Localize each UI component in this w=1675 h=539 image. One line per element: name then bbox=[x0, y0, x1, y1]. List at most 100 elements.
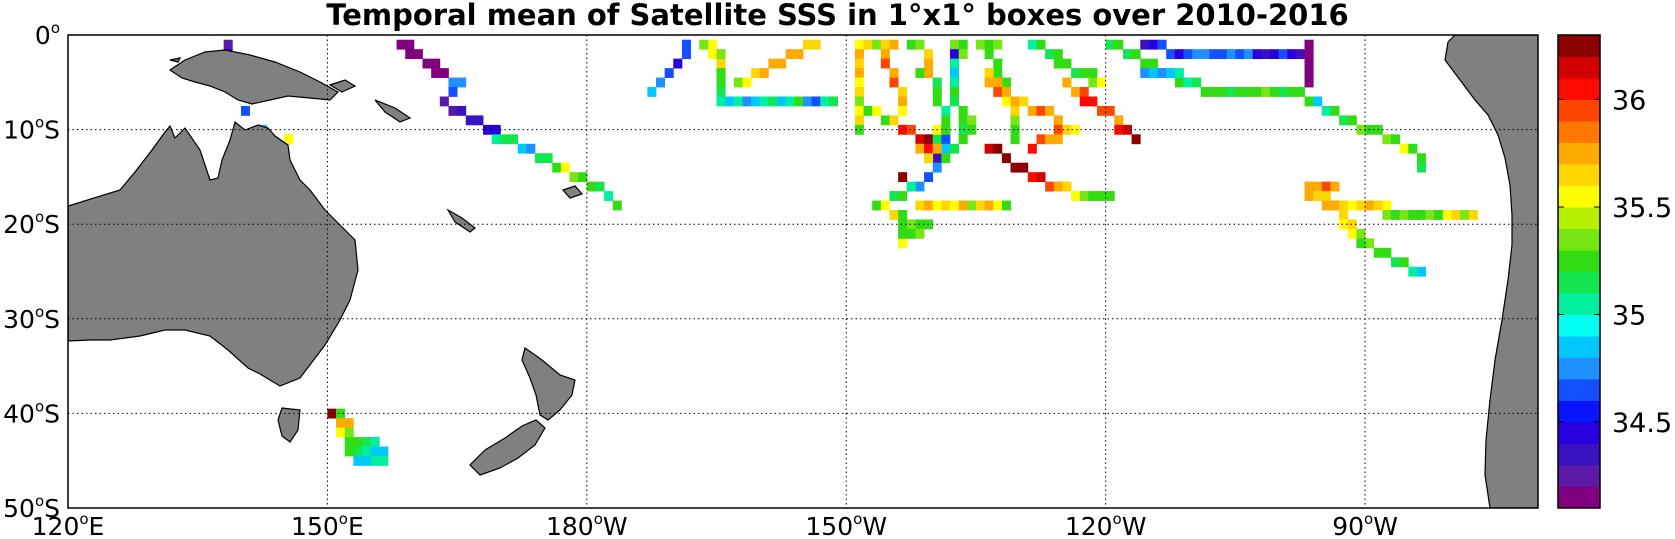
salinity-cell bbox=[950, 58, 960, 69]
salinity-cell bbox=[1313, 96, 1323, 107]
salinity-cell bbox=[1019, 96, 1029, 107]
colorbar-swatch bbox=[1558, 228, 1600, 251]
salinity-cell bbox=[733, 96, 743, 107]
salinity-cell bbox=[854, 58, 864, 69]
salinity-cell bbox=[924, 200, 934, 211]
tasmania-landmass bbox=[277, 407, 301, 443]
salinity-cell bbox=[898, 105, 908, 116]
x-tick-label: 180oW bbox=[546, 510, 628, 539]
salinity-cell bbox=[327, 408, 337, 419]
salinity-cell bbox=[1278, 87, 1288, 97]
salinity-cell bbox=[1166, 68, 1176, 78]
salinity-cell bbox=[1269, 87, 1279, 97]
salinity-cell bbox=[863, 39, 873, 50]
salinity-cell bbox=[1183, 77, 1193, 88]
salinity-cell bbox=[1442, 210, 1452, 220]
salinity-cell bbox=[889, 210, 899, 220]
salinity-cell bbox=[785, 49, 795, 60]
salinity-cell bbox=[448, 87, 458, 97]
salinity-cell bbox=[854, 96, 864, 107]
colorbar-swatch bbox=[1558, 164, 1600, 186]
y-tick-label: 10oS bbox=[3, 114, 60, 145]
salinity-cell bbox=[932, 200, 942, 211]
colorbar-swatch bbox=[1558, 379, 1600, 401]
salinity-cell bbox=[1071, 68, 1081, 78]
salinity-cell bbox=[1079, 87, 1089, 97]
salinity-cell bbox=[1157, 68, 1167, 78]
salinity-cell bbox=[924, 134, 934, 145]
salinity-cell bbox=[984, 143, 994, 154]
colorbar: 34.5 35 35.5 36 bbox=[1557, 34, 1672, 509]
salinity-cell bbox=[1373, 200, 1383, 211]
salinity-cell bbox=[491, 134, 501, 145]
salinity-cell bbox=[1391, 257, 1401, 268]
colorbar-swatch bbox=[1558, 293, 1600, 315]
colorbar-swatch bbox=[1558, 142, 1600, 165]
salinity-cell bbox=[1114, 124, 1124, 135]
salinity-cell bbox=[854, 39, 864, 50]
salinity-cell bbox=[612, 200, 622, 211]
salinity-cell bbox=[906, 124, 916, 135]
salinity-cell bbox=[725, 96, 735, 107]
salinity-cell bbox=[880, 39, 890, 50]
salinity-cell bbox=[967, 124, 977, 135]
salinity-cell bbox=[1105, 105, 1115, 116]
salinity-cell bbox=[1027, 172, 1037, 183]
salinity-cell bbox=[1304, 191, 1314, 201]
salinity-cell bbox=[1313, 181, 1323, 192]
salinity-cell bbox=[604, 191, 614, 201]
salinity-cell bbox=[872, 39, 882, 50]
salinity-cell bbox=[1244, 87, 1254, 97]
salinity-cell bbox=[1468, 210, 1478, 220]
salinity-cell bbox=[1174, 68, 1184, 78]
salinity-cell bbox=[1045, 49, 1055, 60]
salinity-cell bbox=[1174, 77, 1184, 88]
salinity-cell bbox=[560, 162, 570, 173]
salinity-cell bbox=[898, 124, 908, 135]
salinity-cell bbox=[1071, 124, 1081, 135]
salinity-cell bbox=[1252, 49, 1262, 60]
salinity-cell bbox=[950, 96, 960, 107]
salinity-cell bbox=[803, 96, 813, 107]
salinity-cell bbox=[751, 68, 761, 78]
salinity-cell bbox=[1304, 58, 1314, 69]
salinity-cell bbox=[751, 96, 761, 107]
salinity-cell bbox=[405, 39, 415, 50]
salinity-cell bbox=[906, 219, 916, 230]
salinity-cell bbox=[958, 39, 968, 50]
salinity-cell bbox=[1339, 115, 1349, 126]
salinity-cell bbox=[431, 58, 441, 69]
salinity-cell bbox=[1200, 87, 1210, 97]
salinity-cell bbox=[915, 39, 925, 50]
colorbar-tick-label: 34.5 bbox=[1612, 408, 1672, 439]
salinity-cell bbox=[993, 58, 1003, 69]
salinity-cell bbox=[984, 200, 994, 211]
salinity-cell bbox=[898, 96, 908, 107]
salinity-cell bbox=[1010, 96, 1020, 107]
salinity-cell bbox=[509, 134, 519, 145]
salinity-cell bbox=[1010, 115, 1020, 126]
new-zealand-south-island bbox=[469, 419, 546, 476]
salinity-cell bbox=[370, 446, 380, 457]
salinity-cell bbox=[1097, 105, 1107, 116]
salinity-cell bbox=[379, 455, 389, 466]
salinity-cell bbox=[768, 96, 778, 107]
salinity-cell bbox=[413, 49, 423, 60]
salinity-cell bbox=[950, 143, 960, 154]
y-tick-label: 40oS bbox=[3, 397, 60, 428]
salinity-cell bbox=[1053, 181, 1063, 192]
salinity-cell bbox=[768, 58, 778, 69]
salinity-cell bbox=[1001, 96, 1011, 107]
salinity-cell bbox=[1399, 210, 1409, 220]
colorbar-swatch bbox=[1558, 465, 1600, 487]
salinity-cell bbox=[889, 68, 899, 78]
salinity-cell bbox=[777, 96, 787, 107]
salinity-cell bbox=[664, 68, 674, 78]
salinity-cell bbox=[906, 181, 916, 192]
salinity-cell bbox=[1062, 58, 1072, 69]
salinity-cell bbox=[1408, 266, 1418, 277]
salinity-cell bbox=[1399, 143, 1409, 154]
x-tick-label: 120oW bbox=[1065, 510, 1147, 539]
salinity-cell bbox=[759, 96, 769, 107]
salinity-cell bbox=[1269, 49, 1279, 60]
